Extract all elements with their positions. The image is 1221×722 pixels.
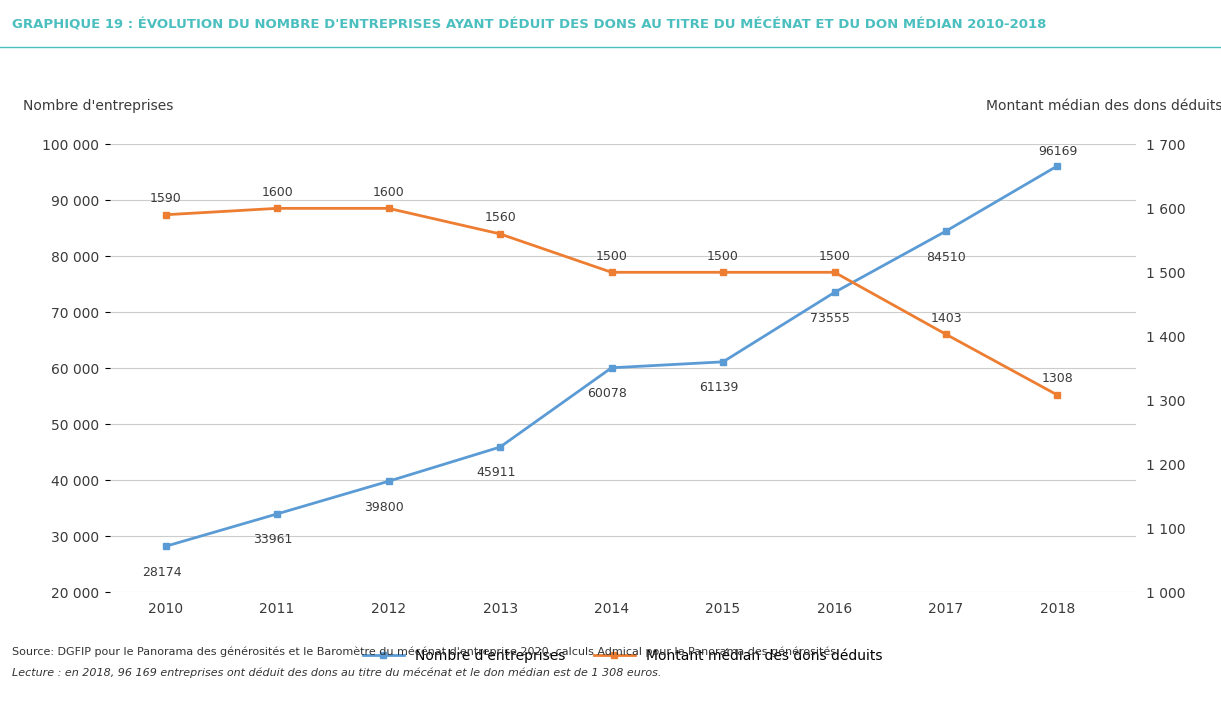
Text: 61139: 61139 (700, 381, 739, 394)
Text: Lecture : en 2018, 96 169 entreprises ont déduit des dons au titre du mécénat et: Lecture : en 2018, 96 169 entreprises on… (12, 668, 662, 679)
Text: 1600: 1600 (372, 186, 404, 199)
Text: 1308: 1308 (1042, 373, 1073, 386)
Text: 1500: 1500 (596, 250, 628, 263)
Text: 1560: 1560 (485, 212, 516, 225)
Text: Nombre d'entreprises: Nombre d'entreprises (23, 99, 173, 113)
Text: 1500: 1500 (707, 250, 739, 263)
Text: GRAPHIQUE 19 : ÉVOLUTION DU NOMBRE D'ENTREPRISES AYANT DÉDUIT DES DONS AU TITRE : GRAPHIQUE 19 : ÉVOLUTION DU NOMBRE D'ENT… (12, 18, 1046, 31)
Text: 1600: 1600 (261, 186, 293, 199)
Text: 73555: 73555 (811, 312, 850, 325)
Text: Montant médian des dons déduits: Montant médian des dons déduits (987, 99, 1221, 113)
Text: 33961: 33961 (253, 534, 293, 547)
Text: 39800: 39800 (365, 500, 404, 513)
Text: 1590: 1590 (150, 192, 182, 205)
Text: 60078: 60078 (587, 387, 628, 400)
Text: 1500: 1500 (818, 250, 851, 263)
Text: 96169: 96169 (1038, 144, 1077, 157)
Text: 45911: 45911 (476, 466, 515, 479)
Text: Source: DGFIP pour le Panorama des générosités et le Baromètre du mécénat d'entr: Source: DGFIP pour le Panorama des génér… (12, 646, 836, 657)
Legend: Nombre d'entreprises, Montant médian des dons déduits: Nombre d'entreprises, Montant médian des… (357, 644, 889, 669)
Text: 28174: 28174 (142, 566, 181, 579)
Text: 1403: 1403 (930, 312, 962, 325)
Text: 84510: 84510 (927, 251, 966, 264)
